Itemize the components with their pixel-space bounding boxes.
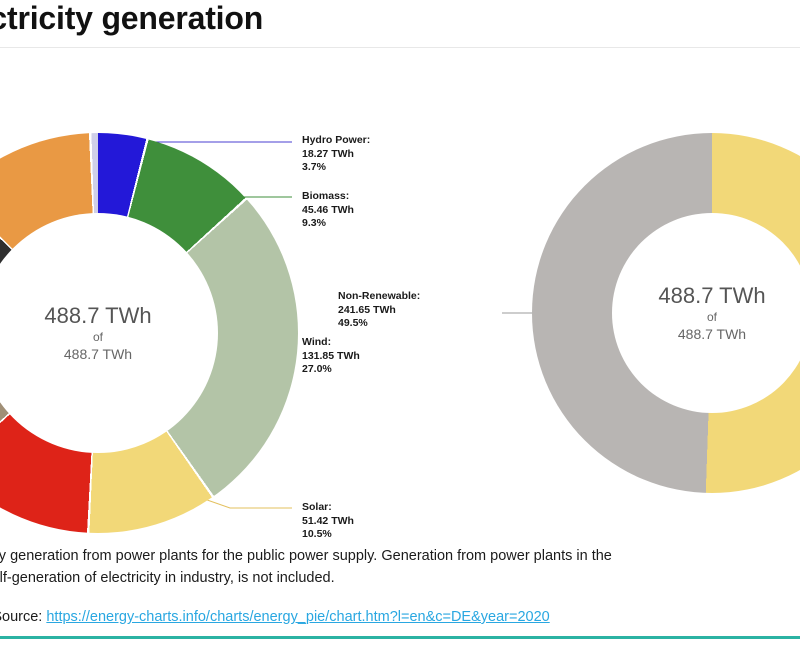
- source-url-link[interactable]: https://energy-charts.info/charts/energy…: [46, 609, 550, 625]
- callout-biomass-name: Biomass:: [302, 190, 350, 202]
- right-center-value: 488.7 TWh: [658, 283, 766, 308]
- left-center-value: 488.7 TWh: [44, 303, 152, 328]
- callout-biomass-percent: 9.3%: [302, 217, 326, 229]
- callout-non-renewable: Non-Renewable: 241.65 TWh 49.5%: [338, 290, 498, 331]
- callout-hydro-value: 18.27 TWh: [302, 147, 354, 160]
- callout-non-renewable-percent: 49.5%: [338, 317, 368, 329]
- bottom-accent-rule: [0, 636, 800, 639]
- source-line: er ISE; Source: https://energy-charts.in…: [0, 606, 800, 628]
- right-donut-center-label: 488.7 TWh of 488.7 TWh: [612, 213, 800, 413]
- callout-solar-name: Solar:: [302, 501, 332, 513]
- callout-hydro-percent: 3.7%: [302, 161, 326, 173]
- callout-hydro-power: Hydro Power: 18.27 TWh 3.7%: [302, 134, 370, 175]
- left-center-total: 488.7 TWh: [63, 346, 133, 362]
- source-prefix: er ISE; Source:: [0, 609, 43, 625]
- charts-area: 488.7 TWh of 488.7 TWh 488.7 TWh of 488.…: [0, 60, 800, 540]
- footnote-line2: e. the self-generation of electricity in…: [0, 570, 335, 586]
- left-center-of: of: [92, 330, 103, 344]
- callout-hydro-name: Hydro Power:: [302, 134, 371, 146]
- callout-solar-value: 51.42 TWh: [302, 514, 354, 527]
- right-center-of: of: [706, 310, 717, 324]
- title-divider: [0, 47, 800, 48]
- callout-non-renewable-value: 241.65 TWh: [338, 303, 396, 316]
- footnote-line1: Electricity generation from power plants…: [0, 548, 612, 564]
- left-donut-center-label: 488.7 TWh of 488.7 TWh: [0, 213, 218, 453]
- callout-wind: Wind: 131.85 TWh 27.0%: [302, 336, 360, 377]
- callout-biomass: Biomass: 45.46 TWh 9.3%: [302, 190, 354, 231]
- callout-solar-percent: 10.5%: [302, 528, 332, 540]
- callout-solar: Solar: 51.42 TWh 10.5%: [302, 501, 354, 542]
- callout-wind-name: Wind:: [302, 336, 332, 348]
- callout-wind-percent: 27.0%: [302, 363, 332, 375]
- page-title: Electricity generation: [0, 0, 264, 36]
- right-center-total: 488.7 TWh: [677, 326, 747, 342]
- callout-wind-value: 131.85 TWh: [302, 349, 360, 362]
- callout-biomass-value: 45.46 TWh: [302, 203, 354, 216]
- callout-non-renewable-name: Non-Renewable:: [338, 290, 421, 302]
- footnote: Electricity generation from power plants…: [0, 545, 800, 589]
